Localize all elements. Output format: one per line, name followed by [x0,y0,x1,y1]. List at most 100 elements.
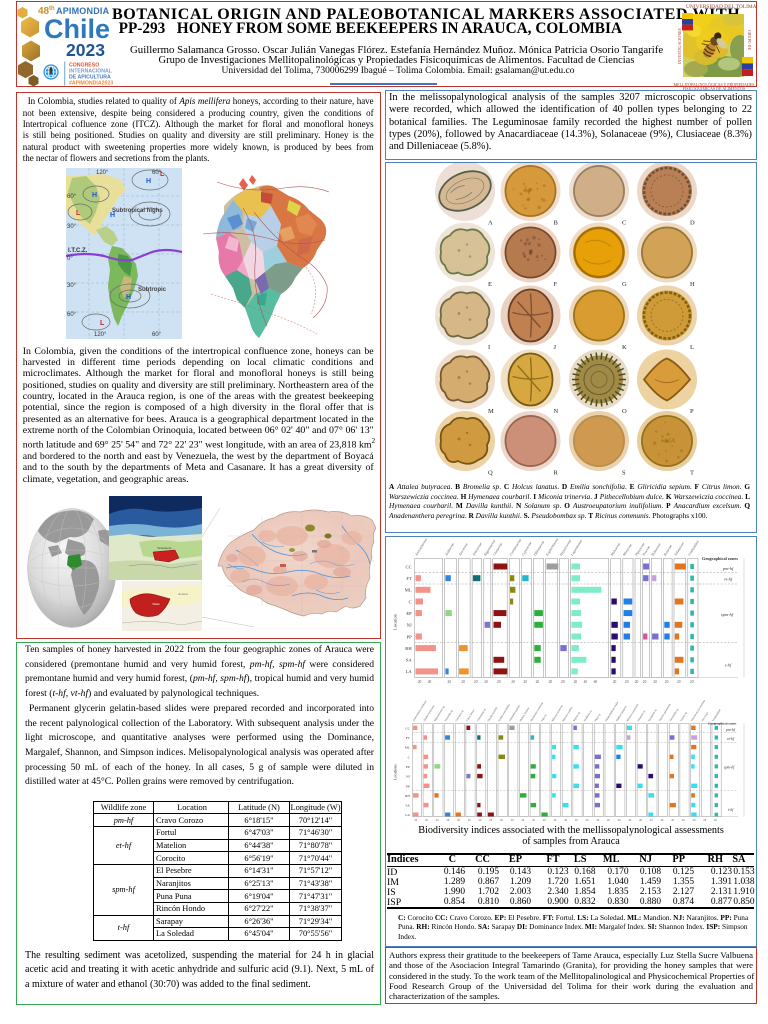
svg-text:H: H [110,212,115,219]
svg-text:20: 20 [468,819,471,822]
svg-text:20: 20 [677,680,681,684]
svg-text:Mimosa pudica: Mimosa pudica [562,706,574,722]
svg-text:20: 20 [447,680,451,684]
svg-text:C: C [622,220,626,227]
svg-text:Zea mays: Zea mays [701,712,709,722]
svg-text:20: 20 [665,680,669,684]
svg-text:I: I [488,344,490,351]
svg-text:20: 20 [489,819,492,822]
svg-text:20: 20 [625,680,629,684]
svg-text:INTERNACIONAL: INTERNACIONAL [69,69,113,75]
svg-text:Vismia sp: Vismia sp [680,711,689,722]
svg-text:20: 20 [703,819,706,822]
svg-text:Dilleniaceae: Dilleniaceae [533,540,546,557]
svg-text:Rubiaceae: Rubiaceae [651,542,662,557]
svg-text:pm-hf: pm-hf [725,728,736,732]
svg-text:Tame: Tame [152,602,160,606]
svg-text:RH: RH [405,646,412,651]
svg-text:20: 20 [607,819,610,822]
svg-text:Terminalia sp: Terminalia sp [669,707,680,722]
svg-text:S: S [622,470,626,477]
svg-text:vt-hf: vt-hf [727,737,735,741]
svg-text:20: 20 [682,819,685,822]
svg-text:20: 20 [671,819,674,822]
svg-text:H: H [690,281,695,288]
svg-text:Malvaceae: Malvaceae [610,542,621,557]
svg-text:Arauca: Arauca [178,592,189,596]
svg-text:L: L [690,344,694,351]
svg-text:60°: 60° [152,332,162,338]
svg-text:CC: CC [406,564,412,569]
svg-text:20: 20 [596,819,599,822]
svg-text:L: L [100,320,105,327]
svg-text:Leguminosae: Leguminosae [570,538,583,556]
svg-text:Cyperaceae: Cyperaceae [521,541,533,557]
svg-text:20: 20 [500,819,503,822]
svg-text:O: O [622,408,627,415]
svg-text:APIMONDIA: APIMONDIA [56,6,110,16]
svg-text:40: 40 [428,680,432,684]
svg-text:20: 20 [425,819,428,822]
svg-text:20: 20 [497,680,501,684]
svg-text:20: 20 [447,819,450,822]
svg-text:48: 48 [38,6,50,17]
svg-text:R: R [554,470,559,477]
svg-text:20: 20 [418,680,422,684]
svg-text:H: H [126,294,131,301]
svg-text:20: 20 [532,819,535,822]
svg-text:EP: EP [406,611,412,616]
svg-text:Euphorbiaceae: Euphorbiaceae [545,537,559,557]
svg-text:30°: 30° [67,283,77,289]
svg-text:N: N [554,408,559,415]
svg-text:PP: PP [406,784,410,788]
svg-text:PP: PP [407,634,413,639]
svg-text:20: 20 [575,819,578,822]
svg-text:0°: 0° [67,256,73,262]
svg-text:C: C [409,599,412,604]
svg-text:F: F [554,281,558,288]
svg-text:20: 20 [511,819,514,822]
svg-text:60°: 60° [67,312,77,318]
svg-text:Araliaceae: Araliaceae [444,542,455,557]
svg-text:Asteraceae: Asteraceae [472,541,484,556]
svg-text:Bromelia sp: Bromelia sp [444,709,454,722]
svg-text:20: 20 [554,819,557,822]
svg-text:th: th [49,6,55,12]
svg-text:20: 20 [484,680,488,684]
svg-text:20: 20 [618,819,621,822]
svg-text:spm-hf: spm-hf [721,612,734,617]
svg-text:t-hf: t-hf [725,663,732,668]
svg-text:20: 20 [650,819,653,822]
svg-text:40: 40 [584,680,588,684]
svg-text:20: 20 [653,680,657,684]
svg-text:Solanaceae: Solanaceae [673,541,685,556]
svg-text:Moraceae: Moraceae [622,543,633,557]
svg-text:20: 20 [628,819,631,822]
svg-text:T: T [690,470,694,477]
svg-text:60°: 60° [67,194,77,200]
svg-text:Piperaceae: Piperaceae [634,542,645,557]
svg-text:E: E [488,281,492,288]
svg-text:CONGRESO: CONGRESO [69,63,99,69]
svg-text:Unidentified: Unidentified [687,540,700,557]
svg-text:20: 20 [474,680,478,684]
svg-text:60°: 60° [152,170,162,176]
svg-text:20: 20 [564,819,567,822]
svg-text:L: L [76,210,81,217]
svg-text:EP: EP [406,765,410,769]
svg-text:P: P [690,408,694,415]
svg-text:2023: 2023 [66,40,105,60]
svg-text:B: B [554,220,559,227]
svg-text:FT: FT [406,576,412,581]
svg-text:Clusiaceae sp: Clusiaceae sp [476,707,487,722]
svg-text:20: 20 [523,680,527,684]
svg-text:Location: Location [393,613,398,630]
svg-text:LA: LA [406,669,413,674]
svg-text:DE APICULTURA: DE APICULTURA [69,75,111,81]
svg-text:Solanum sp: Solanum sp [637,709,647,722]
svg-text:vt-hf: vt-hf [724,577,733,582]
svg-text:Venezuela: Venezuela [157,546,172,550]
svg-text:pm-hf: pm-hf [722,566,734,571]
svg-text:Arecaceae: Arecaceae [458,542,469,557]
svg-text:Cecropia sp: Cecropia sp [455,709,465,722]
